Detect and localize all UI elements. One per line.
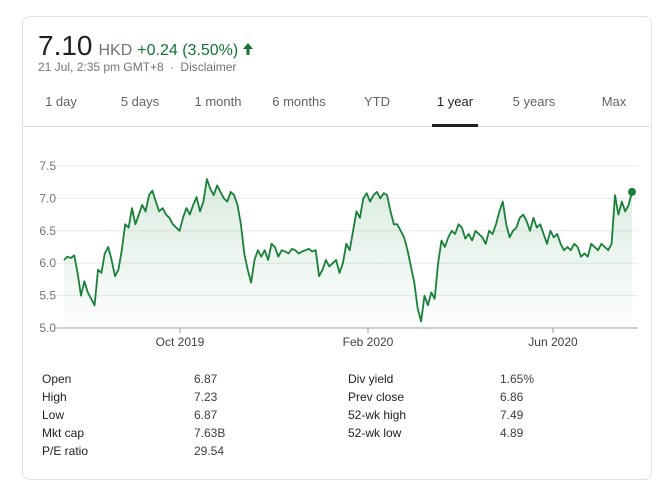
tab-5-days[interactable]: 5 days [120,94,160,109]
stat-label-open: Open [42,372,72,386]
price-series-line [63,178,633,323]
stat-label-52wk-high: 52-wk high [348,408,407,422]
stat-label-52wk-low: 52-wk low [348,426,402,440]
active-tab-indicator [432,124,478,127]
x-tick-label: Jun 2020 [528,335,578,349]
stat-label-prev-close: Prev close [348,390,405,404]
y-tick-label: 7.0 [39,191,56,205]
arrow-up-icon [242,42,254,56]
y-tick-label: 6.5 [39,224,56,238]
stat-value-open: 6.87 [194,372,218,386]
price-header: 7.10 HKD +0.24 (3.50%) [38,30,254,62]
stat-value-52wk-high: 7.49 [500,408,524,422]
range-tabs: 1 day 5 days 1 month 6 months YTD 1 year… [22,84,652,127]
stat-value-mkt-cap: 7.63B [194,426,226,440]
tab-ytd[interactable]: YTD [364,94,390,109]
currency-code: HKD [98,42,133,59]
tab-1-month[interactable]: 1 month [194,94,242,109]
x-tick-label: Feb 2020 [343,335,394,349]
y-tick-label: 5.5 [39,289,56,303]
tab-1-day[interactable]: 1 day [45,94,77,109]
tab-6-months[interactable]: 6 months [272,94,326,109]
stat-value-div-yield: 1.65% [500,372,535,386]
stat-value-high: 7.23 [194,390,218,404]
price-area-fill [64,179,632,328]
stat-label-low: Low [42,408,65,422]
quote-timestamp: 21 Jul, 2:35 pm GMT+8 [38,60,164,74]
stat-value-52wk-low: 4.89 [500,426,524,440]
last-price-point [628,187,636,196]
stat-label-div-yield: Div yield [348,372,394,386]
quote-timestamp-line: 21 Jul, 2:35 pm GMT+8 · Disclaimer [38,60,236,74]
disclaimer-link[interactable]: Disclaimer [180,60,237,74]
stat-label-high: High [42,390,67,404]
y-tick-label: 7.5 [39,159,56,173]
y-tick-label: 5.0 [39,321,56,335]
stat-value-low: 6.87 [194,408,218,422]
stat-label-mkt-cap: Mkt cap [42,426,85,440]
tab-1-year[interactable]: 1 year [436,94,474,109]
y-tick-label: 6.0 [39,256,56,270]
stat-value-pe-ratio: 29.54 [194,444,225,458]
x-tick-label: Oct 2019 [156,335,205,349]
tab-5-years[interactable]: 5 years [512,94,556,109]
stat-value-prev-close: 6.86 [500,390,524,404]
price-change: +0.24 (3.50%) [137,42,239,59]
current-price: 7.10 [38,30,93,61]
stock-card [22,16,652,480]
stat-label-pe-ratio: P/E ratio [42,444,89,458]
separator-dot: · [170,60,175,74]
tab-max[interactable]: Max [601,94,627,109]
